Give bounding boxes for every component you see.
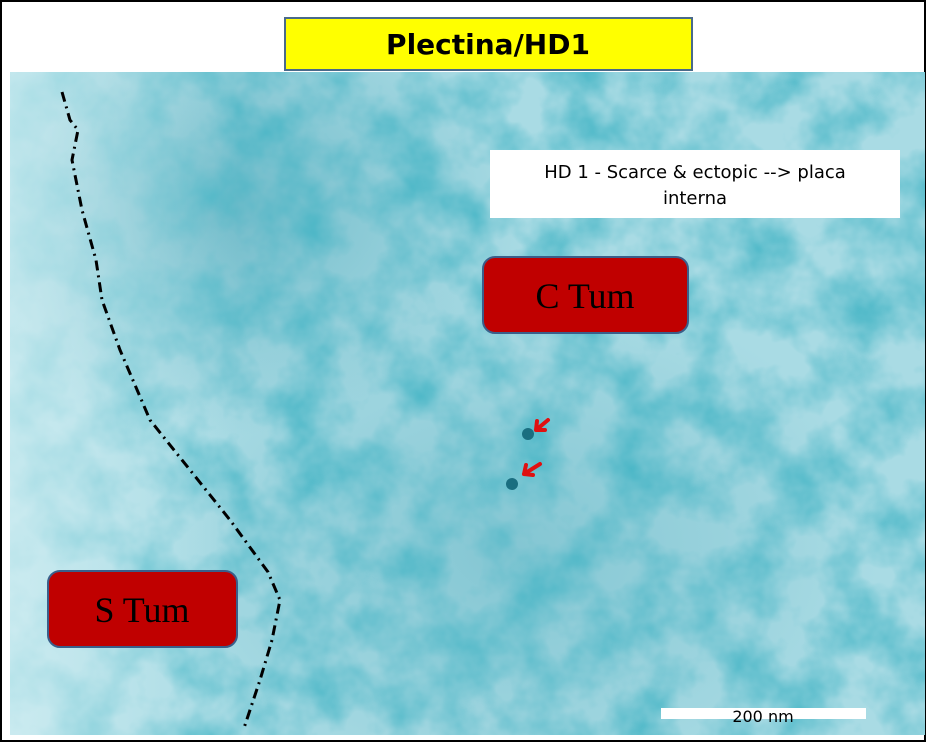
label: S Tum <box>94 590 189 630</box>
title: Plectina/HD1 <box>386 28 590 61</box>
label: C Tum <box>535 276 634 316</box>
slide: Plectina/HD1 HD 1 - Scarce & ectopic -->… <box>0 0 926 742</box>
scale-label: 200 nm <box>732 707 793 726</box>
